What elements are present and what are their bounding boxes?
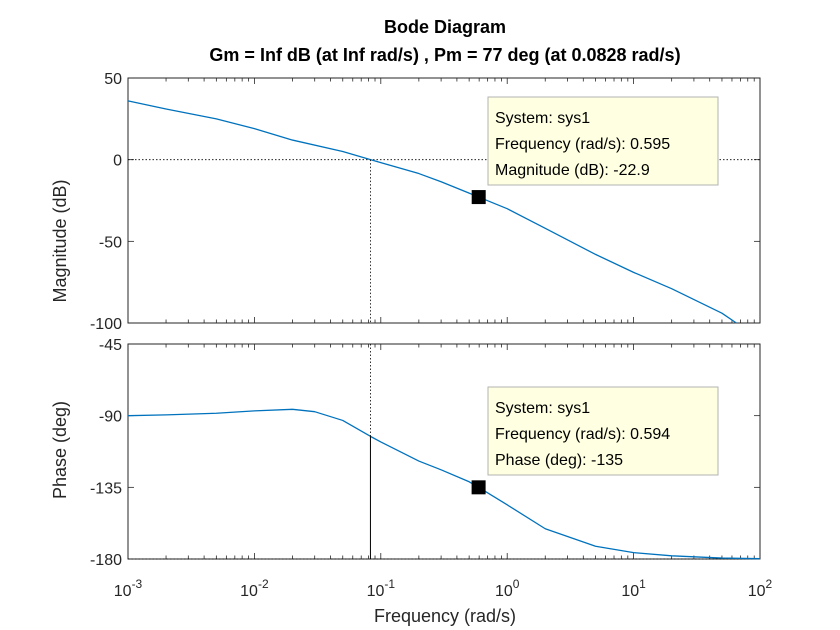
magnitude-datatip-line: System: sys1 <box>495 110 590 127</box>
phase-datatip-line: Phase (deg): -135 <box>495 452 623 469</box>
magnitude-datatip-line: Magnitude (dB): -22.9 <box>495 162 650 179</box>
chart-subtitle: Gm = Inf dB (at Inf rad/s) , Pm = 77 deg… <box>209 45 680 65</box>
magnitude-plot[interactable]: 50 0 -50 -100 System: sys1 Frequency (rad/s):… <box>90 71 761 333</box>
magnitude-datatip-marker[interactable] <box>471 190 486 205</box>
phase-response-line[interactable] <box>127 408 761 560</box>
x-tick-label: 10-3 <box>114 577 143 600</box>
phase-datatip-line: Frequency (rad/s): 0.594 <box>495 426 670 443</box>
phase-y-tick-label: -45 <box>99 337 122 354</box>
x-tick-label: 10-2 <box>240 577 269 600</box>
phase-y-tick-label: -180 <box>90 552 122 569</box>
phase-datatip-box <box>487 386 719 476</box>
phase-datatip-marker[interactable] <box>471 480 486 495</box>
x-tick-labels: 10-3 10-2 10-1 100 101 102 <box>114 577 773 600</box>
phase-plot[interactable]: -45 -90 -135 -180 System: sys1 Frequency (rad… <box>90 337 761 569</box>
x-tick-label: 101 <box>621 577 646 600</box>
magnitude-y-tick-label: -50 <box>99 234 122 251</box>
magnitude-response-line[interactable] <box>127 100 737 324</box>
phase-y-tick-label: -135 <box>90 480 122 497</box>
x-tick-label: 100 <box>495 577 520 600</box>
phase-y-tick-label: -90 <box>99 409 122 426</box>
magnitude-datatip-box <box>487 96 719 186</box>
magnitude-y-tick-label: 50 <box>104 71 122 88</box>
x-tick-label: 10-1 <box>367 577 396 600</box>
magnitude-axis-label: Magnitude (dB) <box>50 179 70 302</box>
magnitude-y-tick-label: -100 <box>90 316 122 333</box>
phase-axis-label: Phase (deg) <box>50 401 70 499</box>
x-axis-label: Frequency (rad/s) <box>374 606 516 626</box>
chart-title: Bode Diagram <box>384 17 506 37</box>
magnitude-datatip-line: Frequency (rad/s): 0.595 <box>495 136 670 153</box>
magnitude-y-tick-label: 0 <box>113 153 122 170</box>
x-tick-label: 102 <box>748 577 773 600</box>
phase-datatip-line: System: sys1 <box>495 400 590 417</box>
